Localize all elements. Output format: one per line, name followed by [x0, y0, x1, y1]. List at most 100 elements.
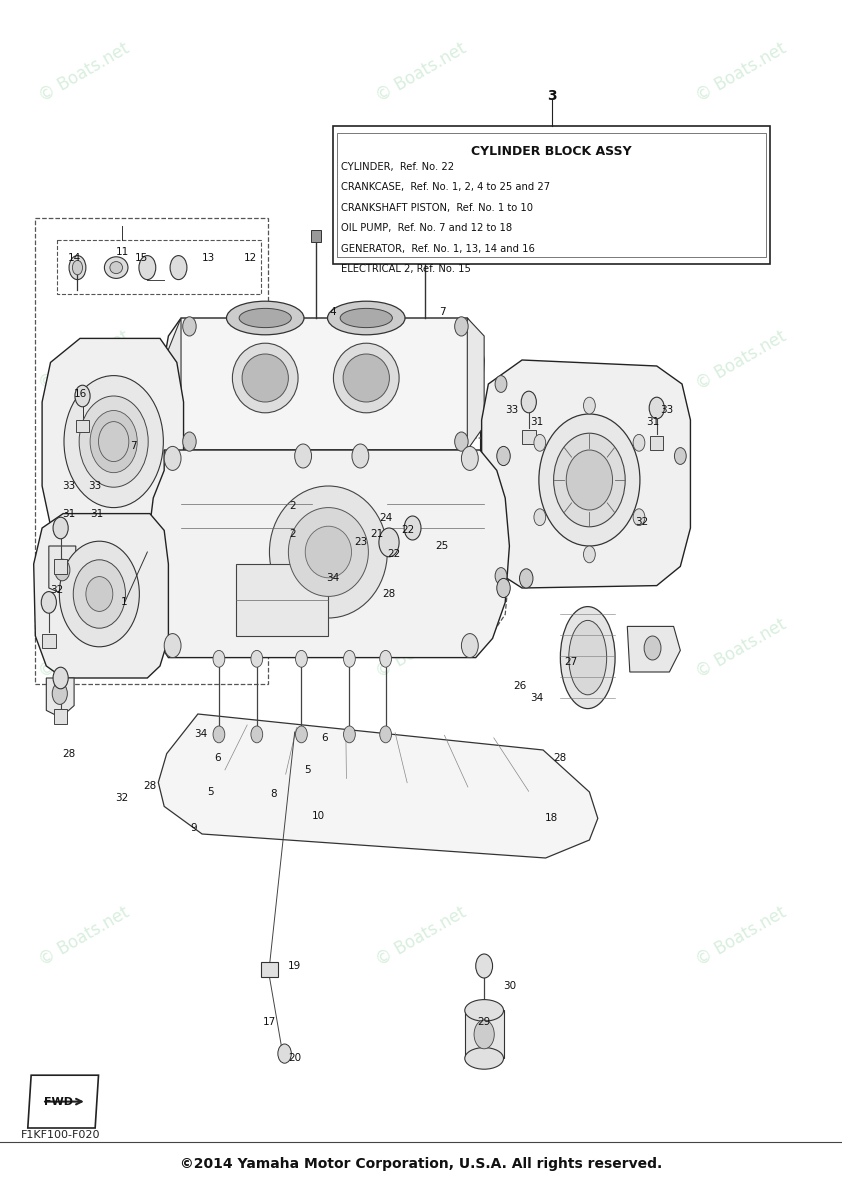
Ellipse shape — [328, 301, 405, 335]
Polygon shape — [158, 714, 598, 858]
Circle shape — [213, 726, 225, 743]
Text: 2: 2 — [290, 502, 296, 511]
Text: 34: 34 — [194, 730, 207, 739]
Circle shape — [344, 726, 355, 743]
Text: © Boats.net: © Boats.net — [373, 614, 469, 682]
Ellipse shape — [90, 410, 137, 473]
Text: © Boats.net: © Boats.net — [36, 614, 132, 682]
Text: 4: 4 — [329, 307, 336, 317]
Text: 26: 26 — [514, 682, 527, 691]
Text: ©2014 Yamaha Motor Corporation, U.S.A. All rights reserved.: ©2014 Yamaha Motor Corporation, U.S.A. A… — [180, 1157, 662, 1171]
Text: © Boats.net: © Boats.net — [693, 326, 789, 394]
Circle shape — [164, 634, 181, 658]
Ellipse shape — [64, 376, 163, 508]
Text: 24: 24 — [379, 514, 392, 523]
Ellipse shape — [104, 257, 128, 278]
Circle shape — [296, 726, 307, 743]
Circle shape — [674, 448, 686, 464]
Text: 6: 6 — [321, 733, 328, 743]
Text: 25: 25 — [435, 541, 449, 551]
Circle shape — [455, 432, 468, 451]
Circle shape — [251, 650, 263, 667]
Polygon shape — [46, 678, 74, 718]
Circle shape — [296, 650, 307, 667]
Text: ELECTRICAL 2, Ref. No. 15: ELECTRICAL 2, Ref. No. 15 — [341, 264, 471, 274]
Text: FWD: FWD — [45, 1097, 73, 1106]
Circle shape — [183, 432, 196, 451]
Ellipse shape — [242, 354, 288, 402]
Ellipse shape — [99, 421, 129, 462]
Text: 10: 10 — [312, 811, 325, 821]
Circle shape — [139, 256, 156, 280]
Bar — [522, 430, 536, 444]
Circle shape — [649, 397, 664, 419]
Circle shape — [164, 446, 181, 470]
Polygon shape — [147, 450, 509, 658]
Text: 5: 5 — [207, 787, 214, 797]
Ellipse shape — [566, 450, 612, 510]
Bar — [42, 634, 56, 648]
Ellipse shape — [305, 526, 351, 577]
Circle shape — [584, 397, 595, 414]
Text: 22: 22 — [387, 550, 401, 559]
Text: 31: 31 — [646, 418, 659, 427]
Text: © Boats.net: © Boats.net — [36, 38, 132, 106]
Ellipse shape — [109, 262, 123, 274]
Text: 20: 20 — [288, 1054, 301, 1063]
Bar — [333, 126, 770, 264]
Ellipse shape — [465, 1000, 504, 1021]
Text: © Boats.net: © Boats.net — [36, 326, 132, 394]
Ellipse shape — [226, 301, 304, 335]
Text: 31: 31 — [62, 509, 76, 518]
Text: © Boats.net: © Boats.net — [693, 614, 789, 682]
Text: 23: 23 — [354, 538, 367, 547]
Circle shape — [476, 954, 493, 978]
Bar — [261, 962, 278, 977]
Circle shape — [497, 446, 510, 466]
Circle shape — [183, 317, 196, 336]
Circle shape — [461, 634, 478, 658]
Circle shape — [455, 317, 468, 336]
Text: 2: 2 — [290, 529, 296, 539]
Text: 1: 1 — [121, 598, 128, 607]
Circle shape — [404, 516, 421, 540]
Polygon shape — [627, 626, 680, 672]
Circle shape — [520, 569, 533, 588]
Circle shape — [53, 667, 68, 689]
Text: 28: 28 — [143, 781, 157, 791]
Text: © Boats.net: © Boats.net — [36, 902, 132, 970]
Circle shape — [295, 444, 312, 468]
Text: 30: 30 — [503, 982, 516, 991]
Ellipse shape — [79, 396, 148, 487]
Ellipse shape — [86, 577, 113, 611]
Text: 31: 31 — [530, 418, 544, 427]
Text: 13: 13 — [202, 253, 216, 263]
Circle shape — [461, 446, 478, 470]
Ellipse shape — [288, 508, 369, 596]
Text: F1KF100-F020: F1KF100-F020 — [21, 1130, 100, 1140]
Circle shape — [278, 1044, 291, 1063]
Ellipse shape — [344, 354, 389, 402]
Text: 27: 27 — [564, 658, 578, 667]
Text: 17: 17 — [263, 1018, 276, 1027]
Bar — [54, 709, 67, 724]
Text: CRANKSHAFT PISTON,  Ref. No. 1 to 10: CRANKSHAFT PISTON, Ref. No. 1 to 10 — [341, 203, 533, 212]
Ellipse shape — [333, 343, 399, 413]
Text: 33: 33 — [88, 481, 101, 491]
Text: 15: 15 — [135, 253, 148, 263]
Circle shape — [633, 509, 645, 526]
Circle shape — [380, 650, 392, 667]
Ellipse shape — [553, 433, 625, 527]
Circle shape — [352, 444, 369, 468]
Text: 32: 32 — [51, 586, 64, 595]
Circle shape — [69, 256, 86, 280]
Text: 19: 19 — [288, 961, 301, 971]
Polygon shape — [164, 318, 181, 450]
Text: 5: 5 — [304, 766, 311, 775]
Text: © Boats.net: © Boats.net — [693, 902, 789, 970]
Text: 7: 7 — [439, 307, 445, 317]
Circle shape — [633, 434, 645, 451]
Circle shape — [41, 592, 56, 613]
Ellipse shape — [340, 308, 392, 328]
Text: 7: 7 — [130, 442, 136, 451]
